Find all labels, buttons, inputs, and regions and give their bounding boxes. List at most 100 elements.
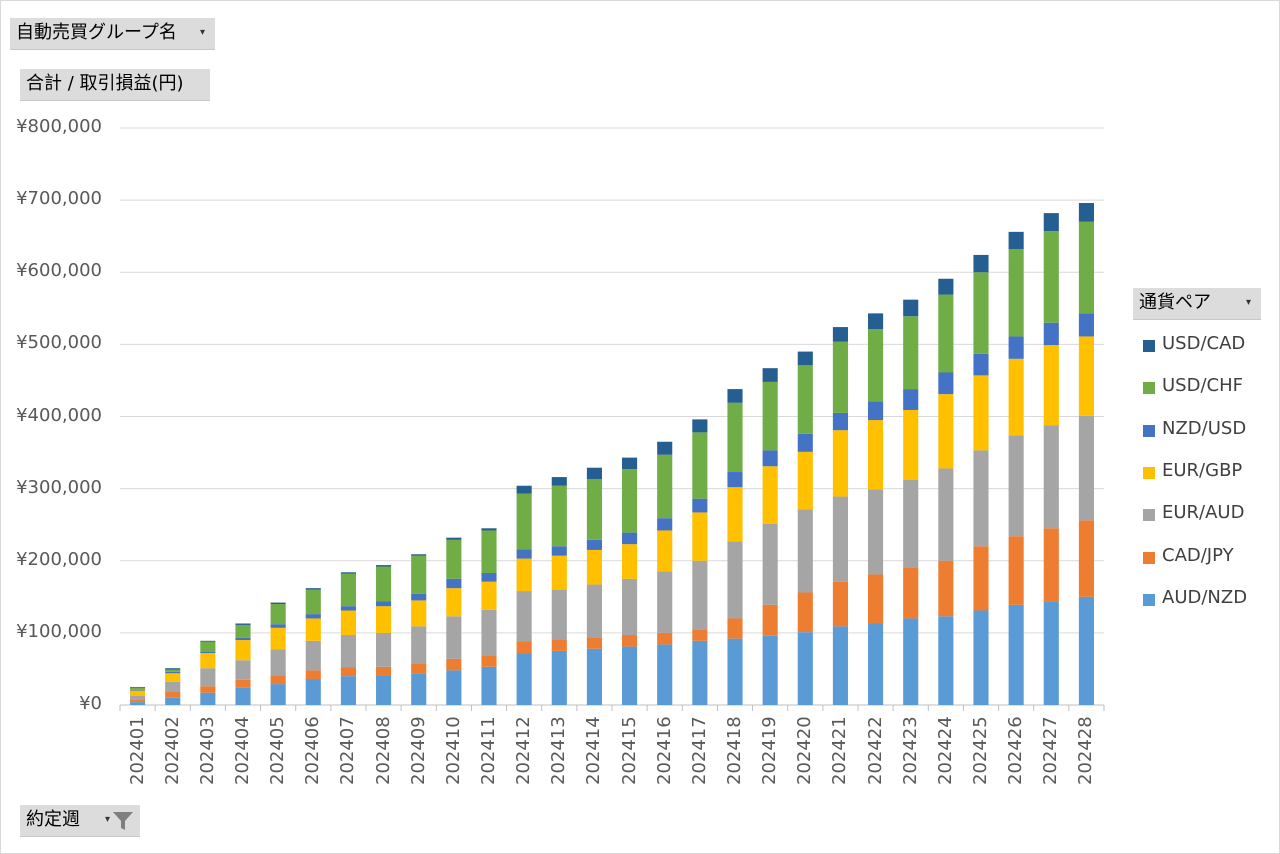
bar-nzd-usd-202415[interactable] — [622, 533, 637, 545]
bar-aud-nzd-202411[interactable] — [481, 667, 496, 705]
bar-nzd-usd-202409[interactable] — [411, 594, 426, 600]
bar-usd-chf-202414[interactable] — [587, 479, 602, 540]
bar-eur-aud-202406[interactable] — [306, 641, 321, 671]
bar-eur-aud-202405[interactable] — [271, 649, 286, 675]
bar-aud-nzd-202408[interactable] — [376, 675, 391, 705]
bar-nzd-usd-202428[interactable] — [1079, 313, 1094, 336]
bar-usd-cad-202428[interactable] — [1079, 203, 1094, 222]
bar-cad-jpy-202403[interactable] — [200, 686, 215, 692]
bar-aud-nzd-202427[interactable] — [1044, 601, 1059, 705]
bar-eur-aud-202404[interactable] — [235, 660, 250, 679]
bar-eur-aud-202424[interactable] — [938, 468, 953, 560]
bar-eur-aud-202420[interactable] — [798, 510, 813, 593]
bar-usd-cad-202423[interactable] — [903, 300, 918, 317]
bar-eur-gbp-202411[interactable] — [481, 582, 496, 610]
bar-usd-cad-202413[interactable] — [552, 477, 567, 486]
bar-usd-chf-202428[interactable] — [1079, 222, 1094, 314]
bar-usd-chf-202405[interactable] — [271, 604, 286, 624]
bar-nzd-usd-202418[interactable] — [727, 472, 742, 487]
bar-cad-jpy-202406[interactable] — [306, 670, 321, 679]
bar-usd-cad-202403[interactable] — [200, 641, 215, 642]
bar-eur-aud-202403[interactable] — [200, 668, 215, 686]
bar-usd-chf-202407[interactable] — [341, 574, 356, 606]
bar-usd-cad-202425[interactable] — [973, 255, 988, 272]
bar-eur-gbp-202426[interactable] — [1009, 359, 1024, 435]
bar-usd-chf-202409[interactable] — [411, 556, 426, 594]
bar-eur-gbp-202425[interactable] — [973, 375, 988, 450]
bar-eur-gbp-202428[interactable] — [1079, 336, 1094, 415]
bar-cad-jpy-202427[interactable] — [1044, 528, 1059, 601]
bar-usd-chf-202420[interactable] — [798, 365, 813, 434]
bar-usd-cad-202402[interactable] — [165, 668, 180, 669]
bar-eur-aud-202419[interactable] — [763, 524, 778, 605]
bar-nzd-usd-202421[interactable] — [833, 413, 848, 430]
bar-eur-aud-202409[interactable] — [411, 626, 426, 663]
bar-cad-jpy-202418[interactable] — [727, 618, 742, 638]
bar-eur-gbp-202408[interactable] — [376, 606, 391, 633]
bar-eur-aud-202426[interactable] — [1009, 435, 1024, 536]
bar-usd-cad-202412[interactable] — [517, 486, 532, 494]
bar-usd-cad-202418[interactable] — [727, 389, 742, 403]
bar-usd-chf-202421[interactable] — [833, 341, 848, 412]
bar-nzd-usd-202408[interactable] — [376, 601, 391, 606]
bar-aud-nzd-202409[interactable] — [411, 673, 426, 705]
bar-eur-aud-202417[interactable] — [692, 561, 707, 630]
bar-usd-cad-202424[interactable] — [938, 279, 953, 295]
bar-usd-cad-202417[interactable] — [692, 419, 707, 432]
bar-usd-cad-202421[interactable] — [833, 327, 848, 341]
bar-aud-nzd-202415[interactable] — [622, 647, 637, 705]
bar-nzd-usd-202419[interactable] — [763, 450, 778, 466]
bar-nzd-usd-202410[interactable] — [446, 579, 461, 588]
bar-aud-nzd-202428[interactable] — [1079, 597, 1094, 705]
bar-usd-cad-202408[interactable] — [376, 565, 391, 566]
bar-eur-gbp-202424[interactable] — [938, 394, 953, 468]
bar-usd-chf-202402[interactable] — [165, 670, 180, 672]
bar-eur-aud-202428[interactable] — [1079, 416, 1094, 521]
bar-aud-nzd-202404[interactable] — [235, 688, 250, 705]
bar-nzd-usd-202405[interactable] — [271, 624, 286, 628]
bar-aud-nzd-202405[interactable] — [271, 684, 286, 705]
bar-eur-gbp-202420[interactable] — [798, 452, 813, 510]
bar-usd-cad-202405[interactable] — [271, 603, 286, 604]
bar-usd-cad-202406[interactable] — [306, 588, 321, 589]
bar-cad-jpy-202421[interactable] — [833, 582, 848, 627]
bar-cad-jpy-202413[interactable] — [552, 639, 567, 651]
bar-cad-jpy-202415[interactable] — [622, 635, 637, 647]
bar-aud-nzd-202425[interactable] — [973, 611, 988, 705]
bar-usd-chf-202425[interactable] — [973, 272, 988, 354]
bar-eur-aud-202412[interactable] — [517, 591, 532, 641]
bar-usd-chf-202422[interactable] — [868, 329, 883, 401]
bar-usd-chf-202411[interactable] — [481, 530, 496, 573]
bar-usd-cad-202414[interactable] — [587, 468, 602, 480]
bar-eur-gbp-202421[interactable] — [833, 430, 848, 496]
bar-aud-nzd-202401[interactable] — [130, 702, 145, 705]
bar-cad-jpy-202428[interactable] — [1079, 520, 1094, 596]
bar-cad-jpy-202405[interactable] — [271, 675, 286, 684]
bar-cad-jpy-202407[interactable] — [341, 667, 356, 676]
bar-usd-chf-202416[interactable] — [657, 455, 672, 518]
bar-eur-gbp-202410[interactable] — [446, 588, 461, 616]
bar-aud-nzd-202426[interactable] — [1009, 605, 1024, 705]
bar-cad-jpy-202414[interactable] — [587, 637, 602, 649]
bar-eur-aud-202410[interactable] — [446, 616, 461, 659]
bar-usd-chf-202412[interactable] — [517, 494, 532, 550]
bar-nzd-usd-202401[interactable] — [130, 690, 145, 691]
bar-aud-nzd-202410[interactable] — [446, 670, 461, 705]
bar-aud-nzd-202417[interactable] — [692, 641, 707, 705]
bar-cad-jpy-202420[interactable] — [798, 592, 813, 632]
bar-cad-jpy-202410[interactable] — [446, 659, 461, 671]
bar-nzd-usd-202425[interactable] — [973, 354, 988, 376]
bar-usd-chf-202423[interactable] — [903, 316, 918, 389]
bar-cad-jpy-202412[interactable] — [517, 642, 532, 654]
bar-usd-cad-202422[interactable] — [868, 313, 883, 329]
bar-eur-gbp-202406[interactable] — [306, 618, 321, 640]
bar-usd-cad-202415[interactable] — [622, 458, 637, 470]
bar-usd-chf-202401[interactable] — [130, 688, 145, 690]
bar-eur-gbp-202403[interactable] — [200, 653, 215, 668]
bar-usd-cad-202419[interactable] — [763, 368, 778, 382]
bar-usd-chf-202419[interactable] — [763, 382, 778, 451]
bar-nzd-usd-202420[interactable] — [798, 434, 813, 452]
bar-nzd-usd-202406[interactable] — [306, 614, 321, 618]
bar-usd-cad-202407[interactable] — [341, 572, 356, 573]
bar-aud-nzd-202424[interactable] — [938, 616, 953, 705]
